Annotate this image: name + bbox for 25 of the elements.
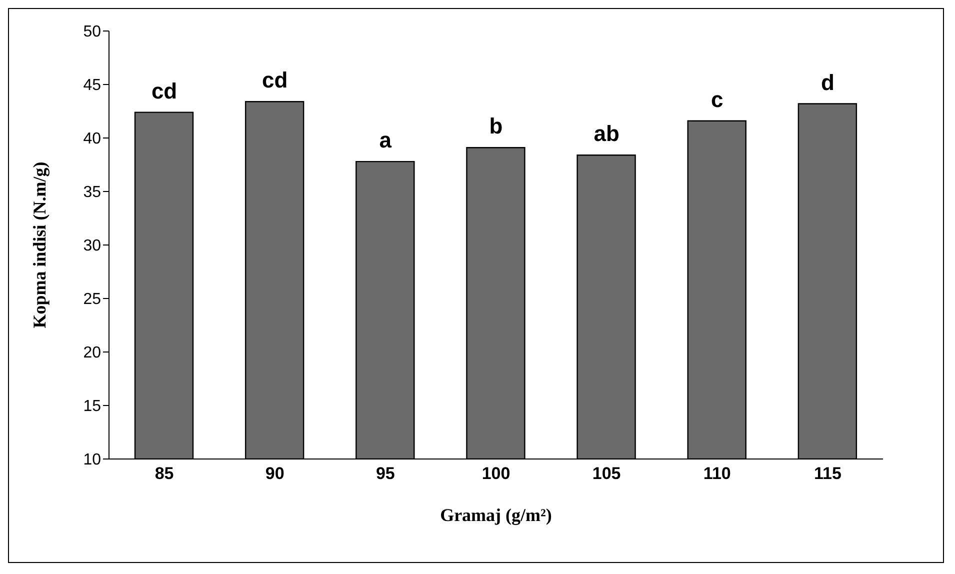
x-tick-label: 95 [376, 464, 395, 484]
x-axis-title: Gramaj (g/m²) [440, 505, 552, 525]
y-tick-label: 35 [83, 184, 102, 202]
x-tick-label: 115 [814, 464, 842, 484]
y-tick-label: 40 [83, 130, 102, 148]
annotation: b [489, 114, 503, 139]
annotation: cd [151, 78, 178, 104]
x-tick-label: 110 [703, 464, 731, 484]
annotation: ab [594, 121, 620, 146]
y-tick-label: 10 [83, 452, 102, 469]
y-tick-label: 50 [83, 24, 102, 41]
y-tick-label: 20 [83, 344, 102, 362]
annotation: cd [262, 68, 288, 93]
x-tick-label: 90 [265, 464, 284, 484]
y-tick-label: 45 [83, 77, 102, 94]
y-axis-title: Kopma indisi (N.m/g) [29, 162, 50, 328]
y-tick-label: 25 [83, 291, 102, 308]
annotation: c [711, 86, 724, 112]
annotation: a [379, 128, 392, 153]
y-tick-label: 30 [83, 238, 102, 255]
y-tick-label: 15 [83, 398, 102, 416]
x-tick-label: 85 [154, 464, 174, 484]
x-tick-label: 105 [592, 464, 621, 484]
x-tick-label: 100 [482, 464, 510, 484]
annotation: d [820, 70, 834, 95]
